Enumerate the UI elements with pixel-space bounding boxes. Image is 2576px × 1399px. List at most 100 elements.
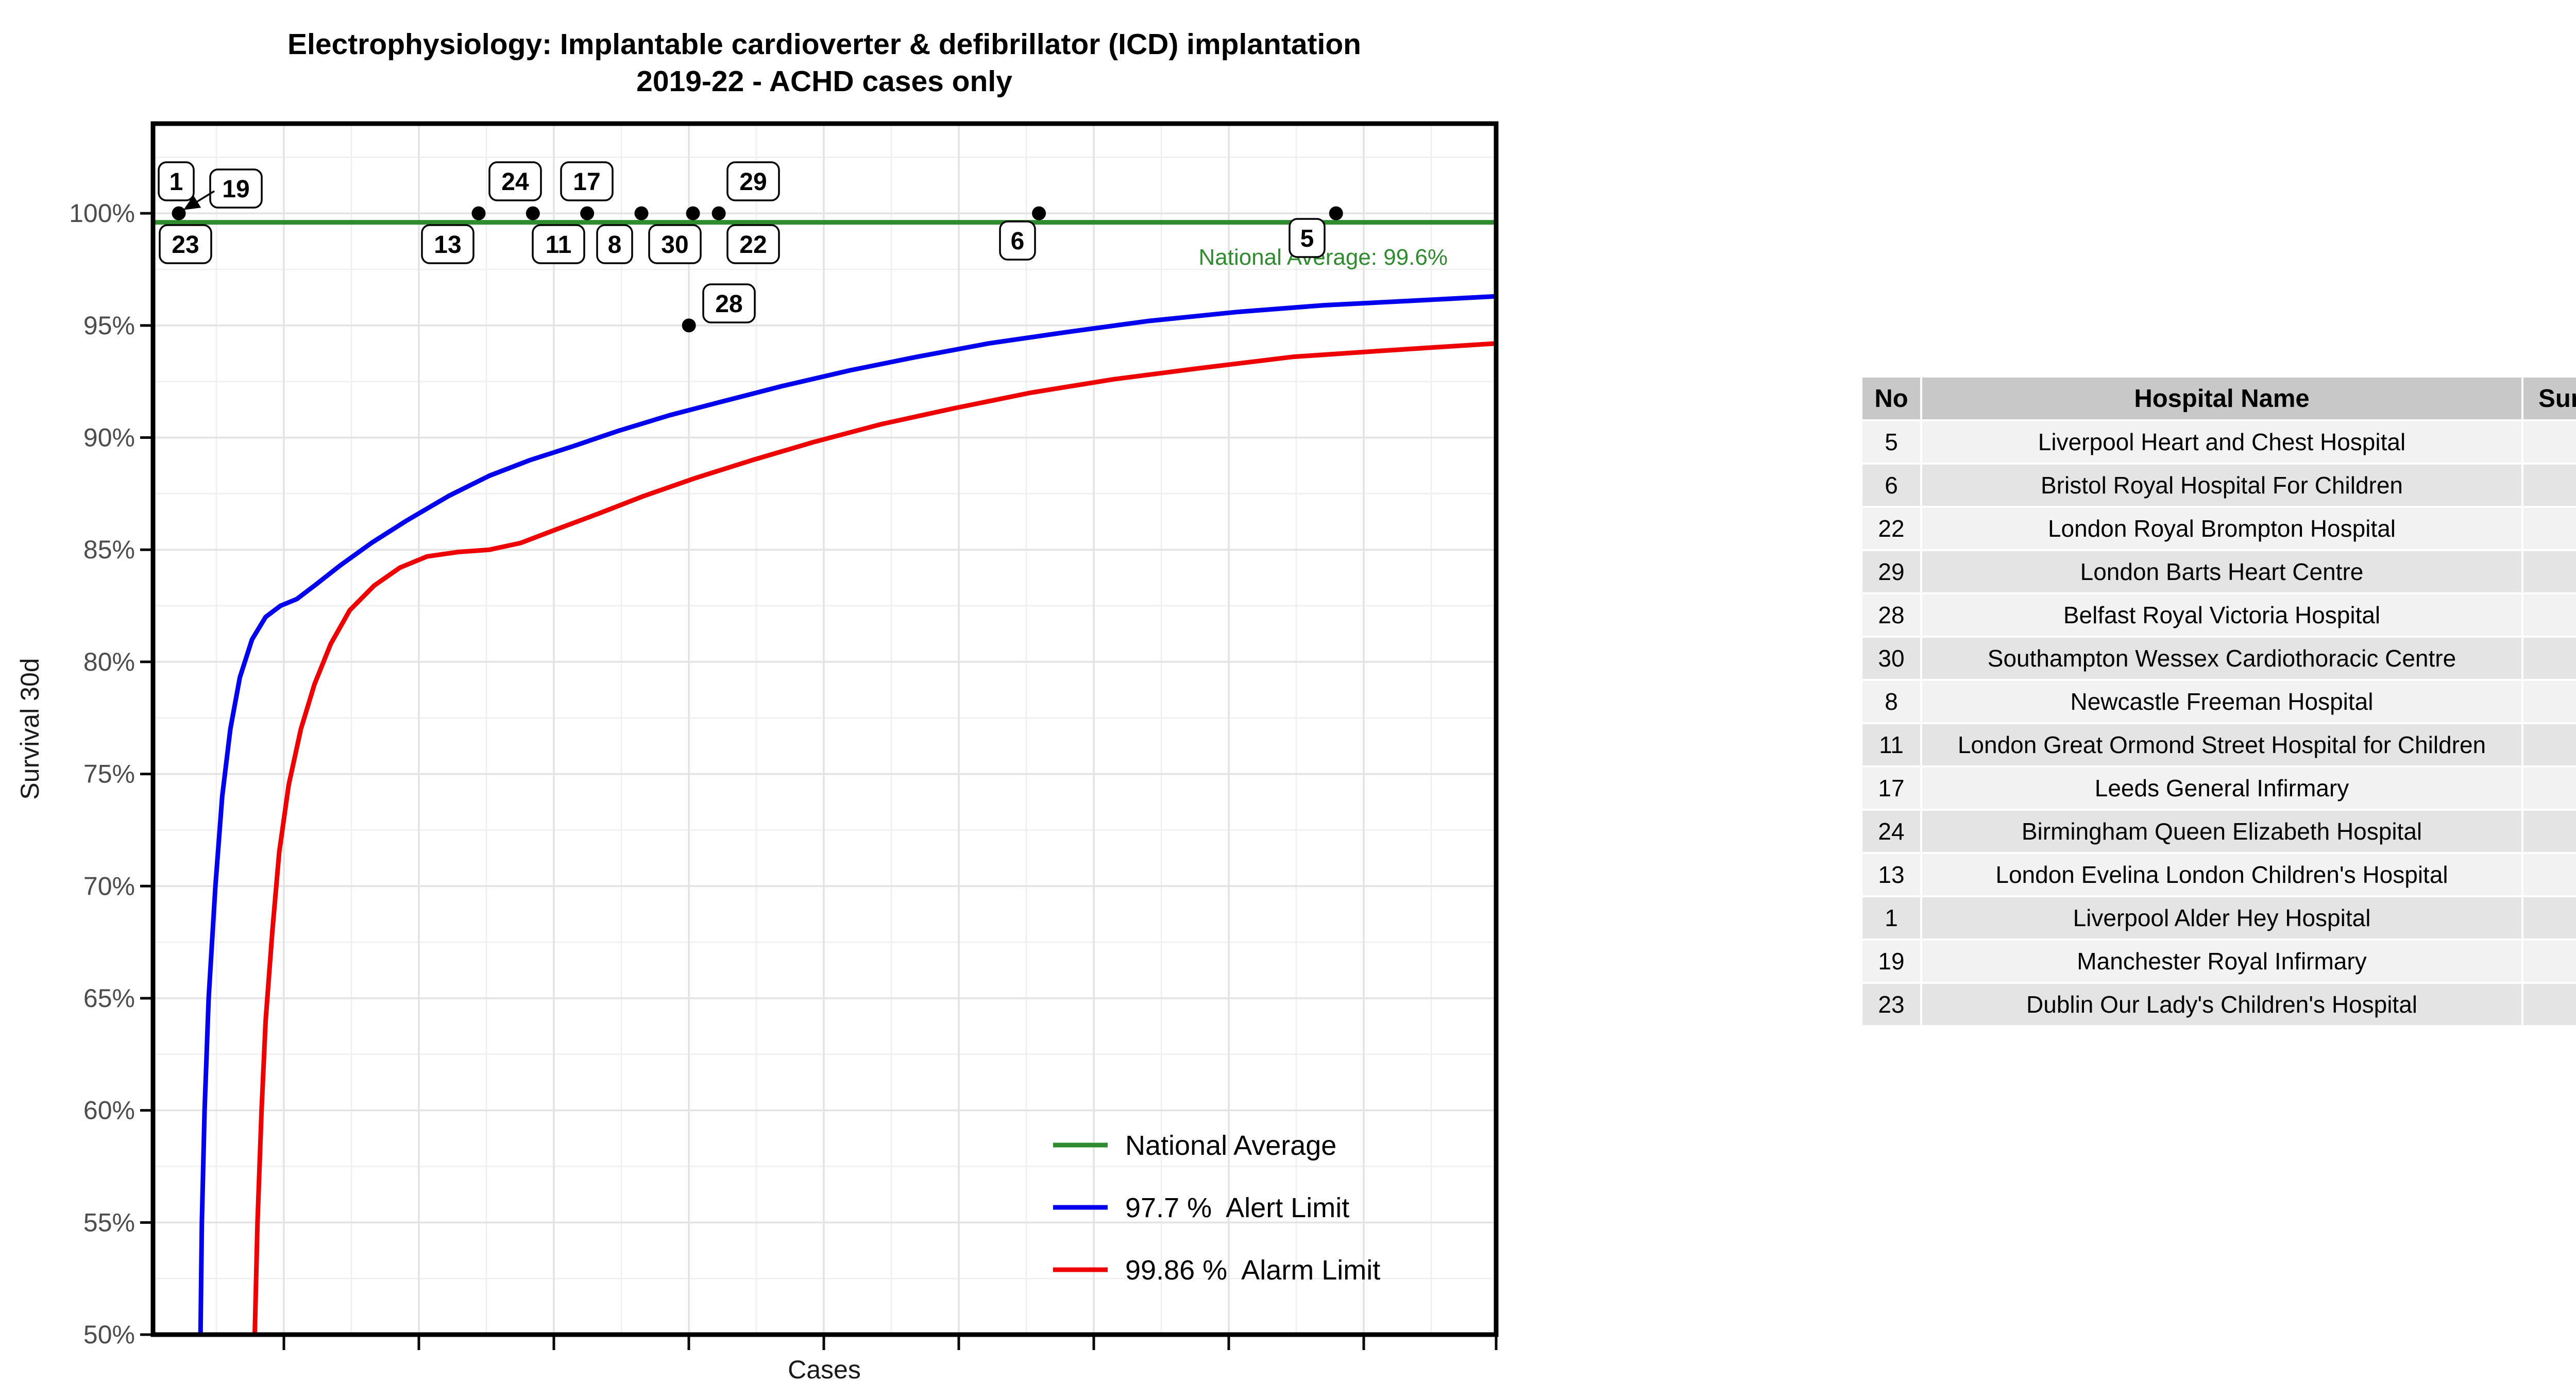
data-point [711,206,726,220]
table-cell: Newcastle Freeman Hospital [1922,681,2521,722]
x-axis-title: Cases [788,1355,861,1384]
table-cell: 100% [2523,421,2576,463]
data-point [682,318,696,333]
table-cell: London Royal Brompton Hospital [1922,508,2521,549]
legend-label: National Average [1125,1130,1336,1161]
table-cell: Liverpool Alder Hey Hospital [1922,897,2521,939]
label-19-arrow [183,190,215,210]
chart-title: Electrophysiology: Implantable cardiover… [52,26,1597,100]
table-cell: London Barts Heart Centre [1922,551,2521,592]
table-cell: 22 [1862,508,1920,549]
table-cell: Leeds General Infirmary [1922,767,2521,809]
table-header-cell: Hospital Name [1922,378,2521,419]
hospital-label-text: 23 [172,231,199,259]
table-cell: Liverpool Heart and Chest Hospital [1922,421,2521,463]
hospital-label-text: 1 [170,168,183,196]
table-cell: 17 [1862,767,1920,809]
hospital-label-box [532,224,585,264]
data-point [634,206,649,220]
table-cell: 28 [1862,594,1920,636]
panel-border [150,121,1499,1337]
data-point [172,206,186,220]
axes-and-ticks: 100% 95% 90% 85% 80% 75% 70% 65% 60% 55% 50% [69,121,1499,1350]
chart-series [153,220,1496,1335]
table-cell: 8 [1862,681,1920,722]
legend-label: 99.86 % Alarm Limit [1125,1255,1380,1286]
legend-label: 97.7 % Alert Limit [1125,1192,1349,1223]
table-cell: 1 [1862,897,1920,939]
hospital-label-box [596,224,633,264]
hospital-label-text: 8 [608,231,622,259]
table-cell: 100% [2523,854,2576,895]
table-cell: Birmingham Queen Elizabeth Hospital [1922,811,2521,852]
table-cell: 30 [1862,638,1920,679]
table-cell: 100% [2523,724,2576,765]
table-cell: 100% [2523,811,2576,852]
data-point [1329,206,1343,220]
table-cell: 11 [1862,724,1920,765]
data-point [526,206,540,220]
y-tick-label: 60% [83,1096,135,1125]
hospital-label-box [560,161,614,201]
hospital-label-text: 17 [573,168,600,196]
table-cell: 100% [2523,681,2576,722]
hospital-label-box [999,220,1036,261]
hospital-label-box [702,283,756,323]
table-cell: 100% [2523,767,2576,809]
hospital-label-box [421,224,474,264]
chart-legend: National Average 97.7 % Alert Limit 99.86 … [1053,1130,1380,1286]
y-tick-label: 85% [83,535,135,564]
y-tick-label: 100% [69,199,135,228]
hospital-data-points [172,206,1343,333]
hospital-label-boxes: 1 19 23 13 24 11 17 8 30 29 22 28 6 5 [158,161,1326,323]
y-tick-label: 90% [83,423,135,452]
hospital-label-text: 30 [661,231,688,259]
hospital-label-box [488,161,542,201]
table-cell: 6 [1862,465,1920,506]
table-cell: 13 [1862,854,1920,895]
table-header-cell: No [1862,378,1920,419]
table-cell: 100% [2523,508,2576,549]
table-cell: 100% [2523,984,2576,1025]
hospital-label-box [1289,218,1326,258]
table-cell: Bristol Royal Hospital For Children [1922,465,2521,506]
table-header-cell: Survival 30d [2523,378,2576,419]
y-tick-label: 55% [83,1208,135,1237]
table-cell: London Evelina London Children's Hospita… [1922,854,2521,895]
hospital-label-text: 29 [739,168,767,196]
hospital-label-text: 6 [1011,228,1025,255]
y-tick-label: 50% [83,1320,135,1349]
table-cell: 100% [2523,897,2576,939]
hospital-label-box [726,224,780,264]
chart-title-line2: 2019-22 - ACHD cases only [636,65,1012,98]
table-cell: 19 [1862,941,1920,982]
table-cell: Dublin Our Lady's Children's Hospital [1922,984,2521,1025]
hospital-label-text: 28 [715,291,742,318]
hospital-label-box [648,224,702,264]
y-tick-label: 65% [83,984,135,1013]
table-cell: 100% [2523,465,2576,506]
hospital-label-text: 5 [1300,225,1314,252]
table-cell: 23 [1862,984,1920,1025]
hospital-label-text: 24 [501,168,529,196]
y-tick-label: 95% [83,311,135,340]
hospital-label-box [158,161,195,201]
table-cell: 24 [1862,811,1920,852]
hospital-label-text: 11 [546,231,572,259]
data-point [686,206,700,220]
hospital-label-text: 19 [222,176,249,203]
hospital-label-text: 22 [739,231,767,259]
y-tick-label: 75% [83,760,135,789]
table-cell: 100% [2523,638,2576,679]
data-point [471,206,486,220]
alert-limit-curve [198,294,1496,1335]
table-cell: Manchester Royal Infirmary [1922,941,2521,982]
table-cell: London Great Ormond Street Hospital for … [1922,724,2521,765]
table-cell: Belfast Royal Victoria Hospital [1922,594,2521,636]
table-cell: 100% [2523,551,2576,592]
y-tick-label: 70% [83,872,135,900]
data-point [580,206,595,220]
